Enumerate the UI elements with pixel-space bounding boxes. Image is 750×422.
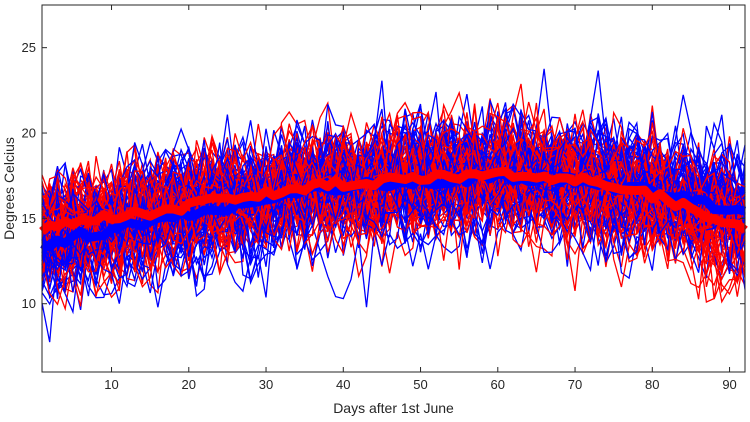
x-tick-label: 30 bbox=[259, 377, 273, 392]
red-ensemble-line bbox=[41, 101, 746, 264]
blue-ensemble-line bbox=[41, 134, 746, 273]
y-tick-label: 15 bbox=[22, 211, 36, 226]
x-tick-label: 90 bbox=[722, 377, 736, 392]
red-ensemble-line bbox=[41, 156, 746, 295]
y-axis-label: Degrees Celcius bbox=[1, 137, 17, 240]
y-tick-label: 10 bbox=[22, 296, 36, 311]
axis-ticks: 10 20 30 40 50 60 70 80 90 10 15 20 25 bbox=[22, 5, 745, 392]
x-tick-label: 40 bbox=[336, 377, 350, 392]
plot-frame bbox=[41, 4, 746, 373]
x-axis-label: Days after 1st June bbox=[333, 400, 454, 416]
y-tick-label: 20 bbox=[22, 126, 36, 141]
y-tick-label: 25 bbox=[22, 40, 36, 55]
red-ensemble-line bbox=[41, 169, 746, 294]
red-ensemble-line bbox=[41, 128, 746, 276]
blue-ensemble-line bbox=[41, 185, 746, 315]
red-mean-line bbox=[39, 166, 748, 235]
mean-lines bbox=[39, 166, 748, 252]
x-tick-label: 70 bbox=[568, 377, 582, 392]
x-tick-label: 20 bbox=[182, 377, 196, 392]
x-tick-label: 50 bbox=[413, 377, 427, 392]
x-tick-label: 60 bbox=[491, 377, 505, 392]
ensemble-lines bbox=[41, 68, 746, 343]
x-tick-label: 80 bbox=[645, 377, 659, 392]
x-tick-label: 10 bbox=[104, 377, 118, 392]
